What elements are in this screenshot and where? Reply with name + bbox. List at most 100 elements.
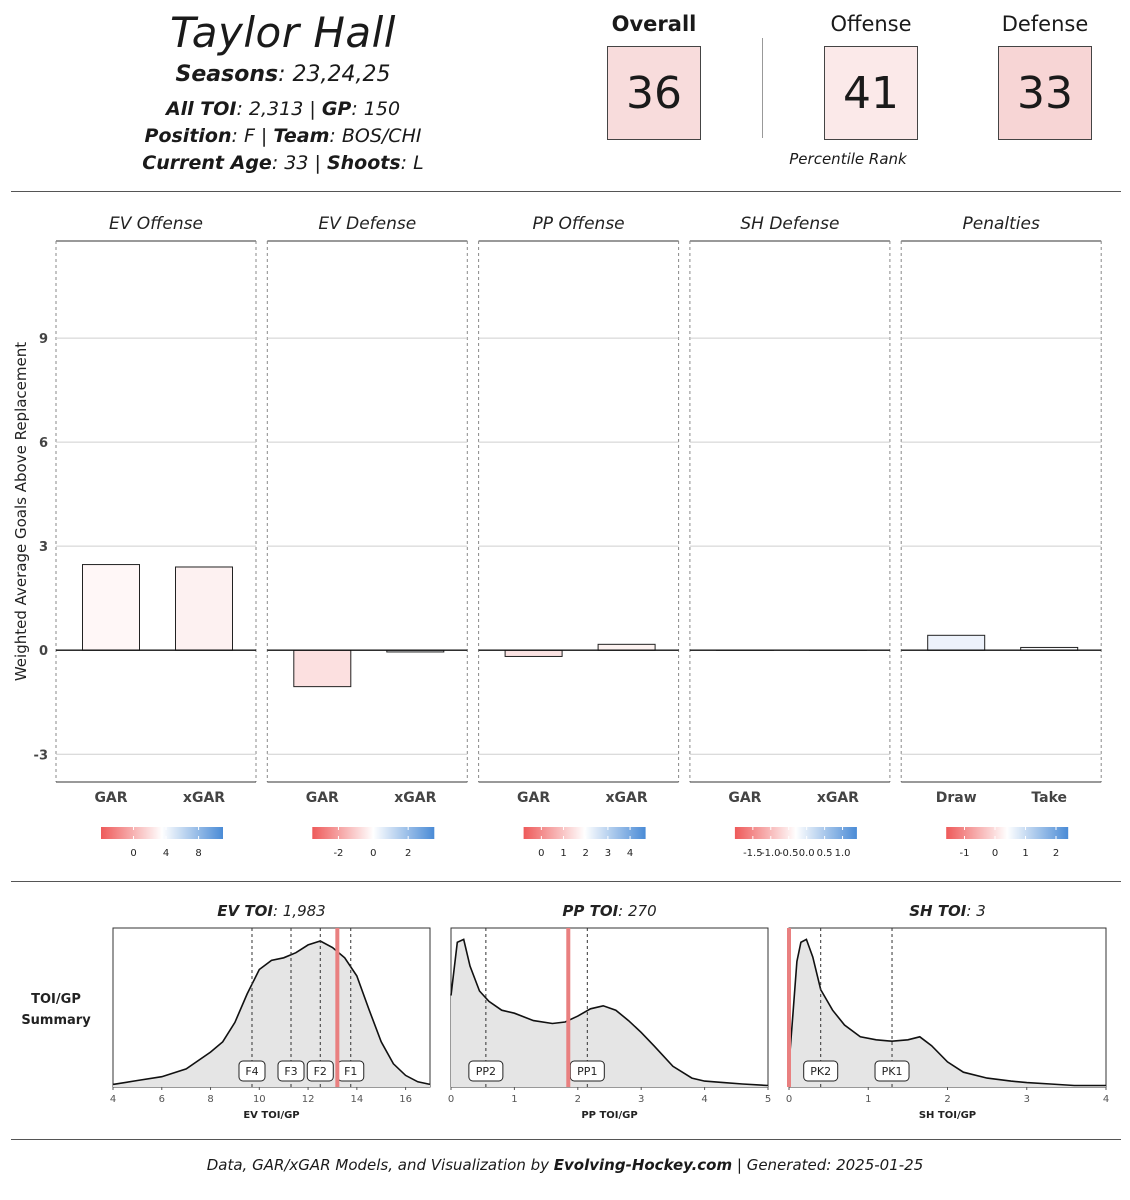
legend-tick-label: 2: [405, 848, 411, 859]
x-tick-label: GAR: [517, 790, 550, 806]
toi-title-value: : 1,983: [273, 902, 326, 920]
position-line: Position: F | Team: BOS/CHI: [144, 125, 422, 147]
legend-tick-label: 0.0: [799, 848, 815, 859]
defense-label: Defense: [1001, 12, 1089, 36]
shoots-value: L: [413, 152, 424, 174]
x-tick-label: 6: [159, 1094, 165, 1105]
offense-label: Offense: [830, 12, 912, 36]
bar-gar: [293, 649, 352, 688]
density-line: [788, 938, 1106, 1087]
toi-panel-title: SH TOI: 3: [909, 902, 986, 920]
toi-panel-title: PP TOI: 270: [562, 902, 656, 920]
density-line: [112, 940, 431, 1086]
toi-label: All TOI: [165, 98, 237, 120]
x-tick-label: xGAR: [394, 790, 436, 806]
marker-label-pp1: PP1: [577, 1065, 597, 1078]
seasons-value: 23,24,25: [292, 62, 391, 87]
facet-title: SH Defense: [740, 214, 839, 234]
x-axis-title: PP TOI/GP: [581, 1110, 637, 1121]
x-tick-label: Take: [1031, 790, 1067, 806]
legend-tick-label: 1.0: [835, 848, 851, 859]
footer-suffix: | Generated: 2025-01-25: [732, 1156, 924, 1174]
marker-box-pk1: [874, 1060, 910, 1082]
legend-tick-label: 2: [583, 848, 589, 859]
facet-title: EV Offense: [109, 214, 203, 234]
seasons-label: Seasons: [175, 62, 279, 87]
x-tick-label: 2: [944, 1094, 950, 1105]
marker-box-f3: [277, 1060, 305, 1082]
row-label-line1: TOI/GP: [31, 992, 81, 1007]
density-area: [451, 939, 768, 1087]
divider-middle: [11, 881, 1121, 882]
player-name: Taylor Hall: [170, 8, 396, 57]
legend-colorbar: [101, 827, 223, 839]
legend-tick-label: -0.5: [779, 848, 799, 859]
gar-bar-chart: Weighted Average Goals Above Replacement…: [12, 214, 1102, 859]
legend-colorbar: [312, 827, 435, 839]
toi-value: 2,313: [248, 98, 304, 120]
legend-tick-label: 8: [195, 848, 201, 859]
facet-penalties: Penalties Draw Take -1 0 1 2: [900, 214, 1102, 859]
y-tick-label: -3: [34, 748, 48, 763]
legend-tick-label: 0: [992, 848, 998, 859]
team-value: BOS/CHI: [341, 125, 422, 147]
footer-prefix: Data, GAR/xGAR Models, and Visualization…: [206, 1156, 554, 1174]
marker-label-pp2: PP2: [476, 1065, 496, 1078]
position-label: Position: [144, 125, 232, 147]
y-tick-label: 0: [39, 644, 48, 659]
x-tick-label: 10: [253, 1094, 266, 1105]
bar-gar: [504, 649, 563, 657]
toi-title-label: SH TOI: [909, 902, 967, 920]
facet-title: EV Defense: [318, 214, 416, 234]
density-area: [789, 939, 1106, 1087]
bar-xgar: [175, 566, 233, 651]
legend-tick-label: 4: [163, 848, 169, 859]
facet-title: Penalties: [963, 214, 1040, 234]
footer-brand: Evolving-Hockey.com: [553, 1156, 733, 1174]
marker-box-pk2: [803, 1060, 839, 1082]
x-tick-label: 3: [1024, 1094, 1030, 1105]
legend-tick-label: 0: [130, 848, 136, 859]
x-tick-label: 4: [701, 1094, 707, 1105]
toi-title-value: : 270: [618, 902, 656, 920]
legend-tick-label: -1.0: [761, 848, 781, 859]
rank-divider: [762, 38, 763, 138]
marker-label-pk1: PK1: [882, 1065, 903, 1078]
x-tick-label: 5: [765, 1094, 771, 1105]
x-tick-label: 14: [350, 1094, 363, 1105]
x-tick-label: xGAR: [817, 790, 859, 806]
x-tick-label: 0: [448, 1094, 454, 1105]
x-tick-label: 0: [786, 1094, 792, 1105]
x-tick-label: GAR: [94, 790, 127, 806]
legend-tick-label: 0.5: [817, 848, 833, 859]
age-line: Current Age: 33 | Shoots: L: [142, 152, 424, 174]
bar-xgar: [597, 643, 656, 651]
x-tick-label: 12: [302, 1094, 315, 1105]
overall-score-box: 36: [607, 46, 701, 140]
bar-draw: [927, 634, 986, 651]
shoots-label: Shoots: [326, 152, 401, 174]
facet-ev-offense: EV Offense GAR xGAR 0 4 8: [55, 214, 257, 859]
position-value: F: [243, 125, 255, 147]
toi-panel-pp-toi-gp: PP TOI: 270 PP2 PP1 0 1 2 3 4 5 PP TOI/GP: [448, 902, 771, 1121]
row-label-line2: Summary: [21, 1013, 91, 1028]
defense-score-box: 33: [998, 46, 1092, 140]
x-axis-title: EV TOI/GP: [243, 1110, 299, 1121]
age-value: 33: [284, 152, 309, 174]
facet-sh-defense: SH Defense GAR xGAR -1.5-1.0-0.5 0.0 0.5 1.0: [689, 214, 891, 859]
legend-tick-label: -1.5: [743, 848, 763, 859]
legend-colorbar: [523, 827, 646, 839]
x-axis-title: SH TOI/GP: [919, 1110, 976, 1121]
legend-colorbar: [946, 827, 1069, 839]
x-tick-label: xGAR: [606, 790, 648, 806]
x-tick-label: GAR: [728, 790, 761, 806]
facet-pp-offense: PP Offense GAR xGAR 0 1 2 3 4: [478, 214, 680, 859]
overall-label: Overall: [611, 12, 697, 36]
legend-tick-label: 2: [1053, 848, 1059, 859]
x-tick-label: 4: [110, 1094, 116, 1105]
toi-title-label: EV TOI: [217, 902, 273, 920]
legend-tick-label: 0: [370, 848, 376, 859]
facet-title: PP Offense: [533, 214, 625, 234]
x-tick-label: 2: [575, 1094, 581, 1105]
